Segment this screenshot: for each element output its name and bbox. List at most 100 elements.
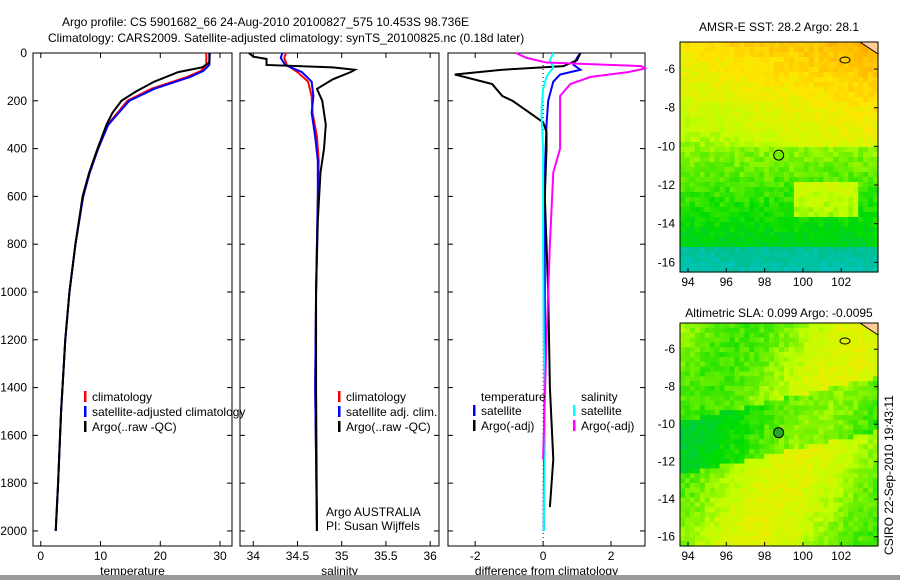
map-cell bbox=[868, 482, 874, 489]
map-cell bbox=[699, 67, 706, 73]
map-cell bbox=[729, 439, 736, 445]
map-cell bbox=[863, 327, 869, 334]
map-cell bbox=[719, 122, 726, 128]
map-cell bbox=[684, 222, 691, 228]
map-cell bbox=[838, 62, 844, 68]
map-cell bbox=[838, 487, 844, 494]
panel-0-axes bbox=[32, 52, 233, 547]
map-cell bbox=[764, 323, 770, 329]
map-cell bbox=[749, 232, 755, 238]
map-cell bbox=[719, 449, 726, 455]
map-cell bbox=[803, 366, 810, 373]
map-cell bbox=[694, 526, 701, 533]
map-x-tick-label: 94 bbox=[681, 549, 695, 563]
map-cell bbox=[729, 197, 736, 203]
map-cell bbox=[813, 202, 820, 208]
map-cell bbox=[734, 429, 740, 436]
map-cell bbox=[818, 463, 825, 470]
map-cell bbox=[739, 492, 745, 499]
map-cell bbox=[734, 212, 740, 218]
map-cell bbox=[863, 332, 869, 339]
map-cell bbox=[873, 237, 879, 243]
map-cell bbox=[838, 352, 844, 358]
map-cell bbox=[858, 492, 864, 499]
map-cell bbox=[853, 147, 859, 153]
map-cell bbox=[764, 347, 770, 353]
map-cell bbox=[798, 222, 805, 228]
map-cell bbox=[684, 327, 691, 334]
map-cell bbox=[719, 419, 726, 426]
map-cell bbox=[853, 82, 859, 88]
map-cell bbox=[873, 217, 879, 223]
map-cell bbox=[754, 449, 760, 455]
map-cell bbox=[694, 327, 701, 334]
map-cell bbox=[793, 390, 800, 397]
map-cell bbox=[754, 42, 760, 48]
map-cell bbox=[714, 487, 721, 494]
map-cell bbox=[838, 102, 844, 108]
map-y-tick-label: -16 bbox=[658, 530, 676, 544]
map-cell bbox=[843, 107, 849, 113]
map-cell bbox=[704, 217, 711, 223]
map-cell bbox=[719, 167, 726, 173]
map-cell bbox=[798, 202, 805, 208]
map-cell bbox=[843, 102, 849, 108]
map-cell bbox=[793, 531, 800, 537]
map-cell bbox=[788, 541, 795, 547]
map-cell bbox=[788, 429, 795, 436]
map-cell bbox=[709, 152, 716, 158]
map-cell bbox=[793, 458, 800, 465]
map-cell bbox=[714, 458, 721, 465]
map-cell bbox=[813, 434, 820, 440]
x-tick-label: 34 bbox=[247, 549, 261, 563]
map-cell bbox=[729, 137, 736, 143]
map-cell bbox=[724, 67, 731, 73]
map-cell bbox=[863, 157, 869, 163]
map-cell bbox=[793, 439, 800, 445]
map-cell bbox=[783, 152, 790, 158]
map-cell bbox=[863, 257, 869, 263]
map-cell bbox=[694, 395, 701, 402]
map-cell bbox=[853, 342, 859, 348]
map-cell bbox=[749, 212, 755, 218]
map-cell bbox=[813, 453, 820, 460]
map-cell bbox=[818, 352, 825, 358]
map-cell bbox=[699, 197, 706, 203]
map-cell bbox=[749, 77, 755, 83]
map-cell bbox=[769, 507, 775, 513]
map-cell bbox=[833, 47, 839, 53]
map-cell bbox=[843, 487, 849, 494]
map-cell bbox=[764, 172, 770, 178]
map-cell bbox=[793, 371, 800, 377]
map-cell bbox=[783, 232, 790, 238]
map-cell bbox=[739, 415, 745, 421]
map-cell bbox=[803, 337, 810, 343]
map-y-tick-label: -12 bbox=[658, 178, 676, 192]
map-cell bbox=[774, 323, 780, 329]
map-cell bbox=[714, 395, 721, 402]
map-cell bbox=[868, 87, 874, 93]
map-cell bbox=[828, 152, 835, 158]
map-cell bbox=[843, 222, 849, 228]
map-cell bbox=[704, 212, 711, 218]
map-cell bbox=[818, 526, 825, 533]
map-cell bbox=[694, 72, 701, 78]
map-cell bbox=[853, 516, 859, 523]
map-cell bbox=[858, 162, 864, 168]
map-cell bbox=[843, 502, 849, 508]
map-cell bbox=[783, 434, 790, 440]
map-cell bbox=[803, 521, 810, 528]
map-cell bbox=[724, 526, 731, 533]
map-cell bbox=[838, 521, 844, 528]
map-cell bbox=[734, 142, 740, 148]
map-cell bbox=[774, 395, 780, 402]
map-cell bbox=[793, 167, 800, 173]
map-cell bbox=[823, 439, 830, 445]
map-cell bbox=[808, 361, 815, 368]
map-cell bbox=[759, 117, 765, 123]
map-cell bbox=[793, 47, 800, 53]
map-cell bbox=[843, 67, 849, 73]
map-cell bbox=[828, 526, 835, 533]
map-cell bbox=[749, 162, 755, 168]
map-cell bbox=[788, 361, 795, 368]
